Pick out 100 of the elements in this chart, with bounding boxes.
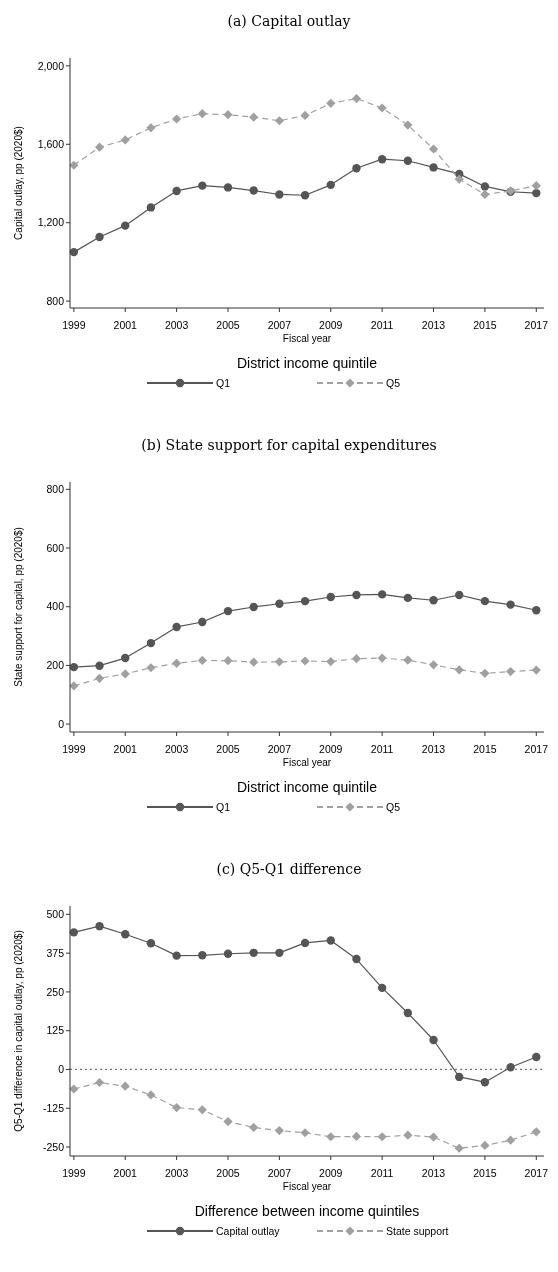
y-tick-label: 1,200	[37, 216, 65, 229]
point	[429, 1035, 438, 1045]
point	[480, 668, 490, 678]
point	[249, 1122, 259, 1133]
point	[454, 1143, 464, 1153]
point	[172, 951, 181, 960]
point	[146, 663, 156, 673]
x-tick-label: 2015	[473, 743, 497, 755]
point	[249, 657, 259, 667]
x-tick-label: 1999	[62, 743, 86, 755]
point	[351, 1131, 362, 1142]
y-axis-title: Capital outlay, pp (2020$)	[13, 126, 24, 240]
legend-title: Difference between income quintiles	[194, 1203, 420, 1219]
x-tick-label: 2013	[421, 743, 446, 755]
point	[275, 948, 284, 958]
point	[95, 232, 104, 242]
point	[69, 1084, 79, 1094]
point	[428, 144, 439, 154]
y-tick-label: 800	[46, 294, 65, 307]
x-tick-label: 2001	[113, 743, 138, 755]
point	[531, 181, 541, 191]
x-tick-label: 1999	[62, 1167, 86, 1179]
legend-label: Q1	[216, 376, 231, 389]
chart-title: (b) State support for capital expenditures	[141, 437, 437, 453]
point	[223, 606, 233, 616]
point	[532, 1052, 541, 1062]
legend-label: State support	[386, 1224, 449, 1237]
x-tick-label: 2013	[421, 319, 446, 331]
point	[146, 638, 156, 648]
point	[197, 655, 207, 665]
point	[120, 669, 130, 679]
y-tick-label: 800	[46, 483, 65, 496]
y-axis-title: Q5-Q1 difference in capital outlay, pp (2020$)	[13, 930, 24, 1132]
point	[352, 590, 361, 600]
point	[377, 590, 387, 599]
x-tick-label: 2011	[370, 319, 394, 331]
point	[377, 983, 387, 993]
x-tick-label: 2017	[524, 319, 549, 331]
point	[351, 654, 362, 664]
point	[223, 1116, 233, 1127]
point	[326, 936, 335, 945]
point	[352, 164, 361, 173]
point	[300, 938, 310, 948]
point	[172, 622, 181, 632]
x-axis-title: Fiscal year	[282, 1181, 332, 1192]
point	[377, 1132, 387, 1142]
chart-title: (a) Capital outlay	[227, 13, 351, 29]
point	[94, 142, 105, 152]
x-tick-label: 2005	[216, 1167, 240, 1179]
point	[352, 954, 361, 964]
point	[326, 180, 335, 190]
point	[172, 114, 182, 124]
y-tick-label: 600	[46, 541, 65, 554]
point	[121, 930, 130, 939]
point	[455, 1072, 464, 1082]
point	[300, 656, 310, 666]
point	[429, 596, 438, 605]
x-tick-label: 2001	[113, 319, 138, 331]
legend-title: District income quintile	[236, 355, 378, 371]
point	[198, 617, 207, 627]
y-tick-label: -250	[42, 1140, 65, 1153]
point	[326, 656, 336, 667]
point	[377, 653, 387, 663]
x-tick-label: 2007	[267, 743, 292, 755]
x-tick-label: 2009	[319, 743, 343, 755]
point	[480, 189, 490, 200]
x-tick-label: 2011	[370, 1167, 394, 1179]
point	[172, 186, 181, 196]
point	[403, 593, 413, 603]
point	[326, 98, 336, 108]
point	[121, 653, 130, 663]
point	[300, 191, 310, 200]
x-tick-label: 2003	[164, 743, 189, 755]
y-tick-label: 500	[46, 908, 65, 921]
point	[197, 1105, 207, 1115]
x-tick-label: 2013	[421, 1167, 446, 1179]
point	[95, 661, 104, 670]
point	[455, 590, 464, 600]
x-tick-label: 2001	[113, 1167, 138, 1179]
point	[275, 190, 284, 199]
point	[429, 163, 438, 172]
point	[454, 665, 464, 675]
point	[403, 1130, 413, 1140]
y-tick-label: 2,000	[37, 59, 65, 72]
point	[249, 112, 259, 122]
point	[351, 93, 362, 104]
point	[403, 655, 413, 665]
legend-label: Capital outlay	[216, 1224, 281, 1237]
point	[480, 596, 490, 606]
point	[146, 939, 156, 948]
x-tick-label: 2011	[370, 743, 394, 755]
point	[146, 123, 156, 133]
x-tick-label: 2007	[267, 1167, 292, 1179]
point	[480, 1140, 490, 1151]
x-tick-label: 2009	[319, 1167, 343, 1179]
point	[274, 116, 284, 126]
point	[326, 592, 335, 602]
x-tick-label: 2017	[524, 743, 549, 755]
y-tick-label: 0	[58, 1063, 65, 1076]
y-tick-label: 0	[58, 717, 65, 730]
